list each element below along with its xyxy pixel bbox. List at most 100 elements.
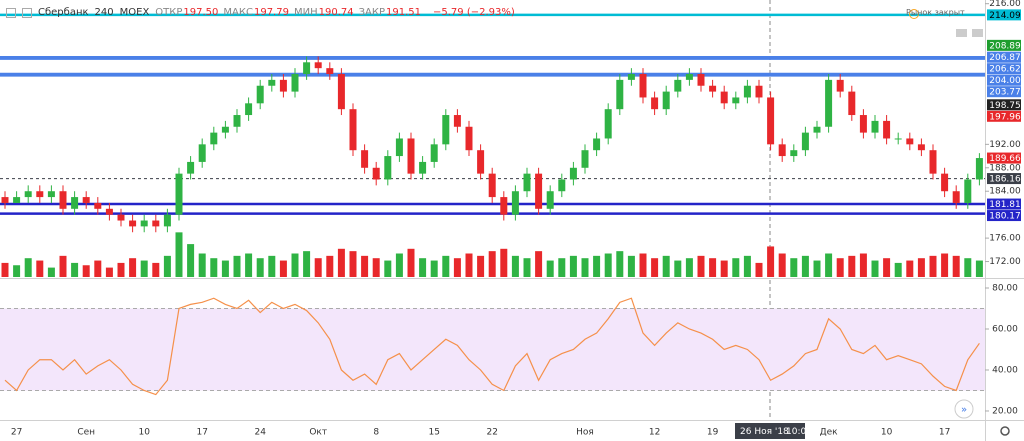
symbol[interactable]: Сбербанк: [38, 7, 89, 18]
volume-bar: [349, 251, 357, 277]
price-label: 189.66: [989, 154, 1021, 164]
candle-body: [314, 62, 322, 69]
volume-bar: [59, 255, 67, 277]
volume-bar: [36, 260, 44, 277]
price-label: 181.81: [989, 200, 1021, 210]
y-tick-label: 184.00: [989, 187, 1021, 197]
candle-body: [24, 191, 32, 198]
candle-body: [430, 144, 438, 162]
candle-body: [419, 161, 427, 174]
candle-body: [697, 74, 705, 86]
volume-bar: [152, 262, 160, 277]
volume-bar: [558, 258, 566, 277]
candle-body: [604, 109, 612, 139]
candle-body: [929, 150, 937, 174]
y-tick-label: 192.00: [989, 140, 1021, 150]
volume-bar: [836, 258, 844, 277]
pane-button[interactable]: [972, 29, 983, 37]
x-tick-label: 22: [486, 428, 497, 438]
candle-body: [511, 191, 519, 215]
volume-bar: [314, 258, 322, 277]
crosshair-time: 10:00: [786, 427, 812, 437]
candle-body: [477, 150, 485, 174]
price-label-box: [987, 74, 1021, 86]
volume-bar: [233, 255, 241, 277]
y-tick-label: 172.00: [989, 257, 1021, 267]
crosshair-date: 26 Ноя '18: [740, 427, 789, 437]
volume-bar: [674, 260, 682, 277]
volume-bar: [47, 267, 55, 277]
volume-bar: [894, 262, 902, 277]
x-tick-label: Сен: [77, 428, 95, 438]
price-label-box: [987, 210, 1021, 222]
candle-body: [117, 214, 125, 221]
ohlc-value: 190.74: [318, 7, 354, 18]
volume-bar: [917, 258, 925, 277]
candle-body: [303, 62, 311, 75]
exchange[interactable]: MOEX: [119, 7, 150, 18]
candle-body: [616, 79, 624, 110]
volume-bar: [604, 253, 612, 277]
volume-bar: [453, 258, 461, 277]
candle-body: [801, 132, 809, 151]
settings-icon[interactable]: [1000, 426, 1010, 436]
candle-body: [871, 120, 879, 133]
volume-bar: [535, 251, 543, 277]
collapse-icon[interactable]: [6, 7, 16, 18]
crosshair-time-box: [735, 423, 805, 439]
candle-body: [674, 79, 682, 92]
candle-body: [546, 191, 554, 209]
volume-bar: [790, 258, 798, 277]
pane-button[interactable]: [956, 29, 967, 37]
candle-body: [662, 91, 670, 110]
candle-body: [326, 68, 334, 75]
volume-bar: [117, 262, 125, 277]
price-label: 214.09: [989, 11, 1021, 21]
volume-bar: [24, 258, 32, 277]
x-tick-label: 24: [254, 428, 266, 438]
volume-bar: [407, 248, 415, 277]
candle-body: [384, 156, 392, 180]
candle-body: [952, 191, 960, 203]
candle-body: [256, 85, 264, 104]
candle-body: [964, 179, 972, 203]
volume-bar: [279, 260, 287, 277]
candle-body: [593, 138, 601, 151]
volume-bar: [883, 258, 891, 277]
candle-body: [651, 97, 659, 110]
ohlc-label: МИН: [293, 7, 318, 18]
volume-bar: [326, 255, 334, 277]
y-tick-label: 216.00: [989, 0, 1021, 9]
volume-bar: [778, 253, 786, 277]
rsi-band: [0, 308, 985, 391]
candle-body: [894, 138, 902, 140]
ohlc-value: 191.51: [386, 7, 421, 18]
volume-bar: [906, 260, 914, 277]
candle-body: [453, 115, 461, 127]
candle-body: [210, 132, 218, 145]
volume-bar: [952, 255, 960, 277]
candle-body: [859, 115, 867, 133]
compare-icon[interactable]: [22, 7, 32, 18]
volume-bar: [430, 260, 438, 277]
scroll-icon[interactable]: »: [961, 405, 967, 416]
x-tick-label: 12: [649, 428, 660, 438]
volume-bar: [82, 265, 90, 277]
candle-body: [917, 144, 925, 151]
volume-bar: [1, 262, 9, 277]
candle-body: [709, 85, 717, 92]
candle-body: [291, 74, 299, 92]
volume-bar: [187, 244, 195, 277]
x-tick-label: 17: [939, 428, 950, 438]
volume-bar: [871, 260, 879, 277]
interval[interactable]: 240: [94, 7, 114, 18]
scroll-button[interactable]: [954, 399, 974, 419]
candle-body: [558, 179, 566, 192]
volume-bar: [767, 246, 775, 277]
volume-bar: [859, 253, 867, 277]
candle-body: [407, 138, 415, 174]
price-label-box: [987, 63, 1021, 75]
